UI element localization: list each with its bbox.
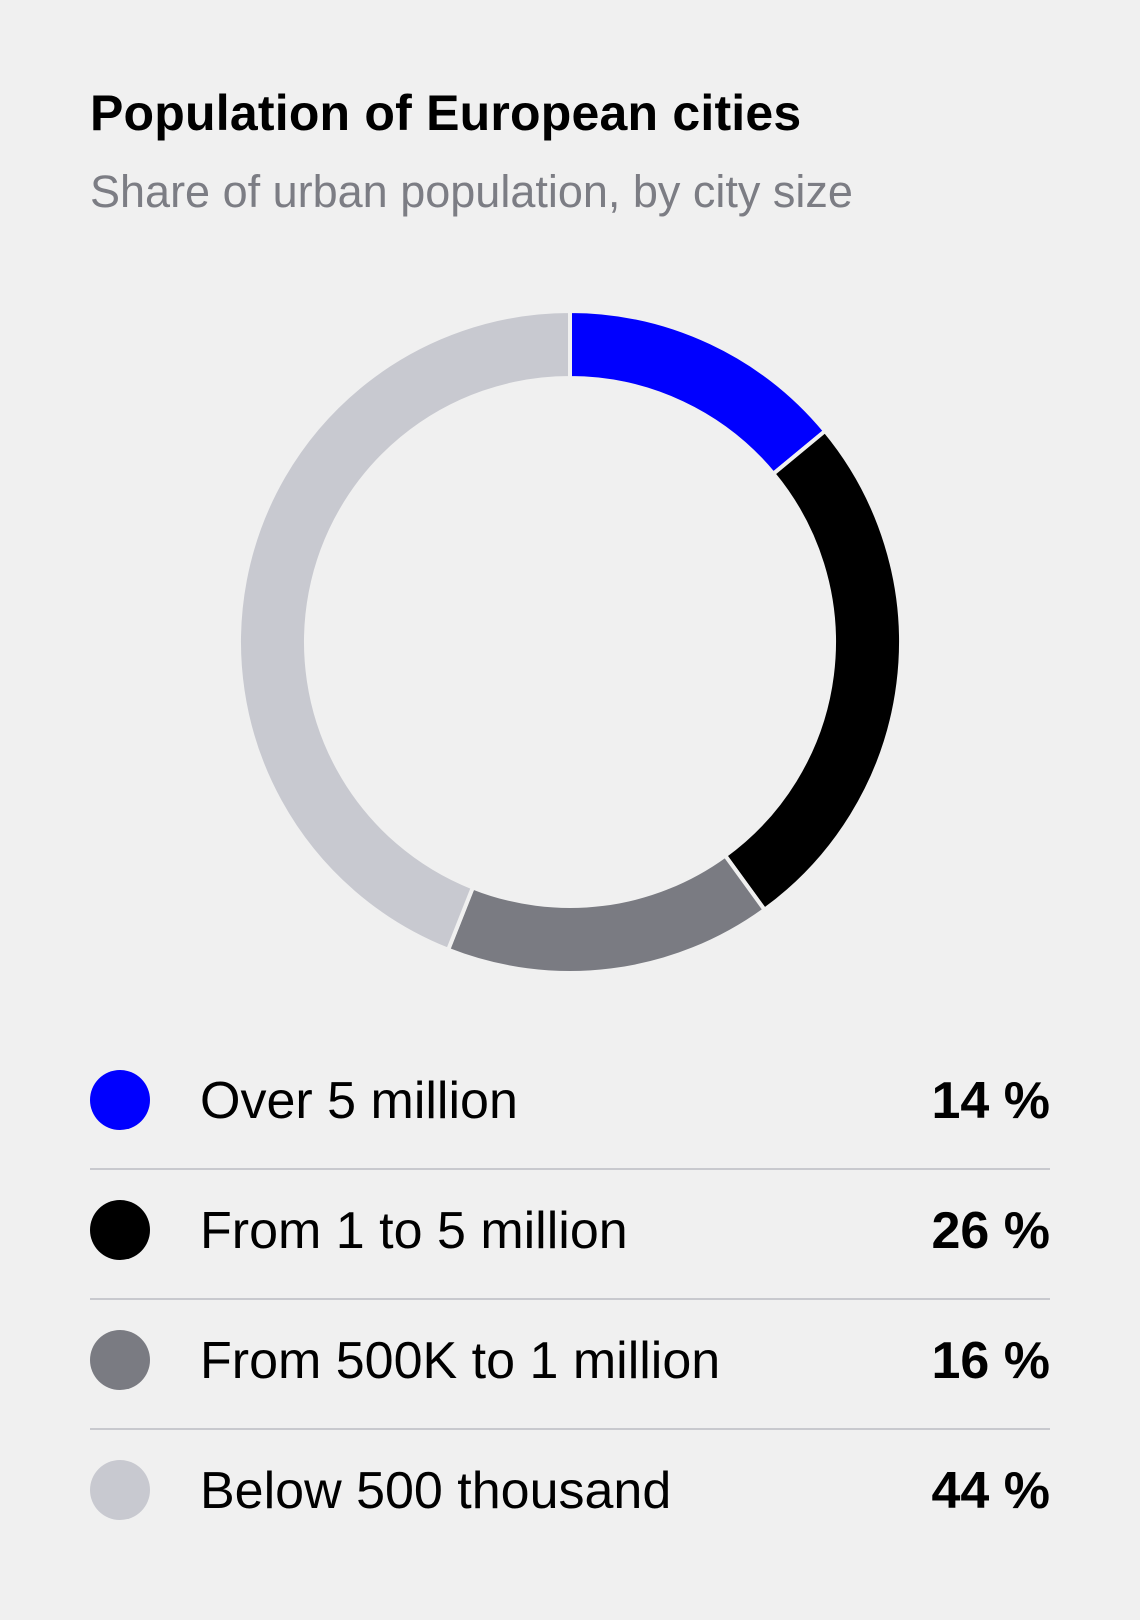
legend-label: Over 5 million (200, 1072, 518, 1130)
donut-slice (237, 308, 572, 953)
donut-slice (722, 428, 903, 913)
legend-item: Over 5 million 14 % (90, 1040, 1050, 1170)
donut-slice (568, 308, 828, 477)
legend-value: 44 % (931, 1462, 1050, 1520)
legend-item: Below 500 thousand 44 % (90, 1430, 1050, 1558)
chart-title: Population of European cities (90, 85, 802, 141)
legend-swatch (90, 1330, 150, 1390)
legend-label: From 1 to 5 million (200, 1202, 628, 1260)
legend-swatch (90, 1460, 150, 1520)
legend-swatch (90, 1070, 150, 1130)
donut-slice (445, 852, 768, 975)
legend-value: 16 % (931, 1332, 1050, 1390)
legend-label: Below 500 thousand (200, 1462, 672, 1520)
legend-item: From 1 to 5 million 26 % (90, 1170, 1050, 1300)
donut-chart (237, 308, 903, 975)
legend-value: 26 % (931, 1202, 1050, 1260)
legend-swatch (90, 1200, 150, 1260)
legend-label: From 500K to 1 million (200, 1332, 721, 1390)
legend-item: From 500K to 1 million 16 % (90, 1300, 1050, 1430)
chart-legend: Over 5 million 14 % From 1 to 5 million … (90, 1040, 1050, 1558)
legend-value: 14 % (931, 1072, 1050, 1130)
chart-subtitle: Share of urban population, by city size (90, 166, 853, 217)
